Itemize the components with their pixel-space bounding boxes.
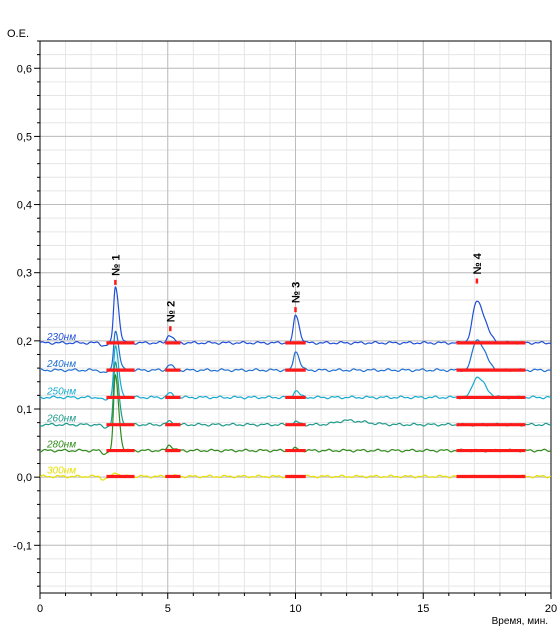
peak-label: № 1 (110, 254, 122, 275)
y-tick-label: 0,2 (17, 336, 32, 348)
y-tick-label: 0,5 (17, 131, 32, 143)
peak-label: № 3 (291, 282, 303, 303)
series-labels: 230нм 240нм 250нм 260нм 280нм 300нм (46, 332, 76, 477)
y-tick-label: 0,3 (17, 268, 32, 280)
x-tick-label: 15 (417, 603, 429, 615)
peak-labels: № 1 № 2 № 3 № 4 (110, 252, 484, 332)
integration-marks (106, 341, 526, 479)
series-label: 260нм (46, 414, 76, 425)
y-tick-label: -0,1 (13, 540, 32, 552)
x-tick-label: 20 (545, 603, 557, 615)
series-label: 250нм (46, 386, 76, 397)
axis-tick-labels: 0 5 10 15 20 -0,1 0,0 0,1 0,2 0,3 0,4 0,5 0,6 (13, 63, 557, 615)
y-tick-label: 0,1 (17, 404, 32, 416)
series-label: 300нм (47, 465, 76, 476)
y-tick-label: 0,6 (17, 63, 32, 75)
peak-label: № 4 (472, 252, 484, 274)
series-label: 230нм (46, 332, 76, 343)
x-tick-label: 10 (289, 603, 301, 615)
y-axis-label: О.Е. (7, 28, 29, 40)
axis-ticks (34, 40, 552, 599)
peak-label: № 2 (165, 301, 177, 322)
x-tick-label: 0 (37, 603, 43, 615)
x-axis-label: Время, мин. (492, 616, 548, 627)
x-tick-label: 5 (165, 603, 171, 615)
series-label: 240нм (46, 359, 76, 370)
series-label: 280нм (46, 440, 76, 451)
y-tick-label: 0,4 (17, 200, 32, 212)
y-tick-label: 0,0 (17, 472, 32, 484)
